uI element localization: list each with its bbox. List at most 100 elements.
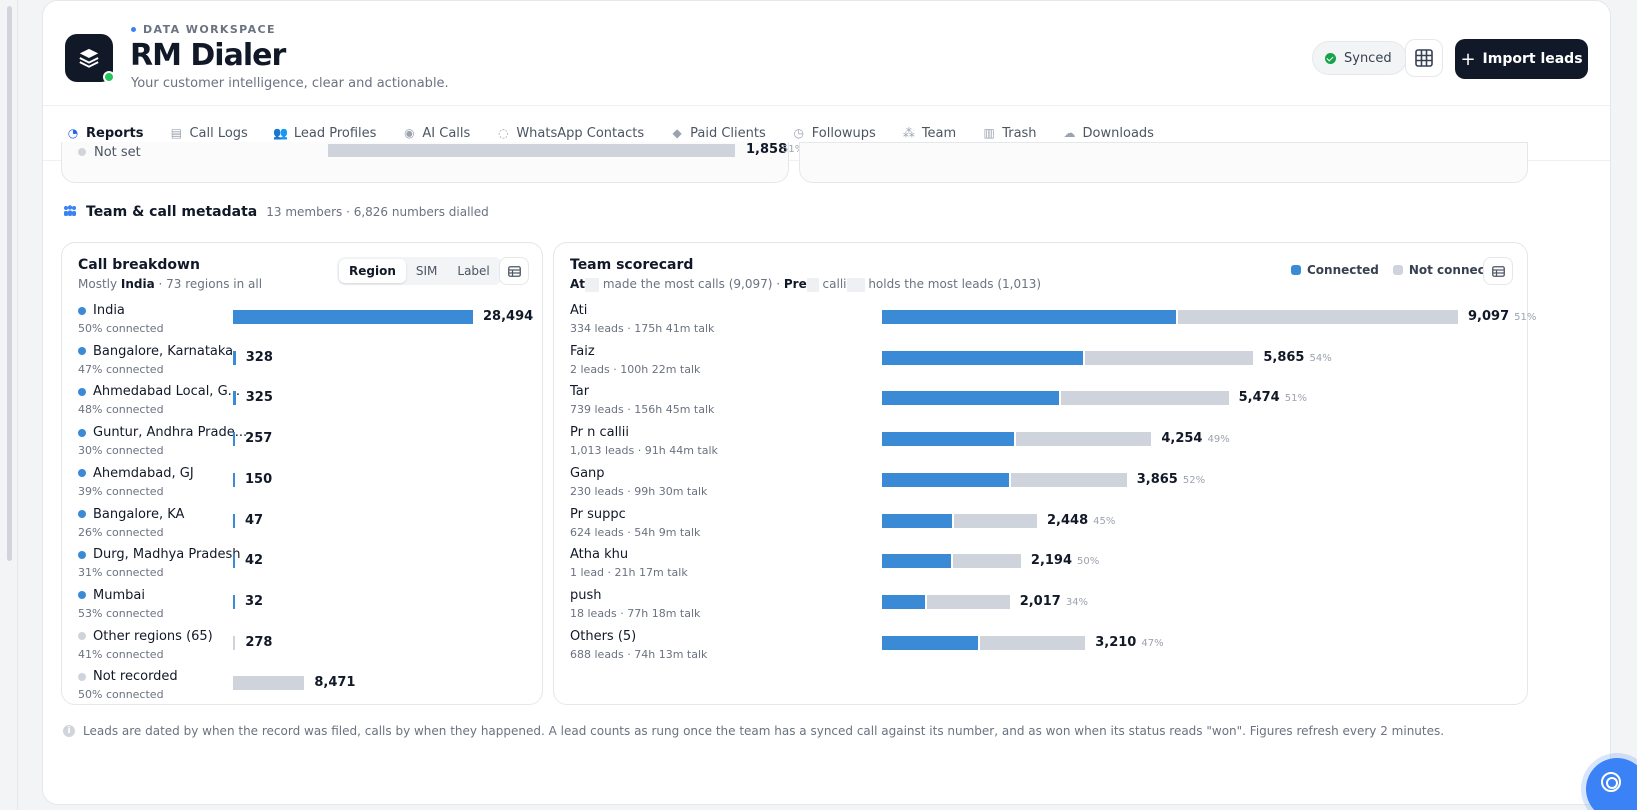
legend-label: Connected — [1307, 263, 1379, 277]
tab-call-logs[interactable]: ▤ Call Logs — [170, 126, 248, 141]
breakdown-row-sub: 50% connected — [78, 688, 164, 702]
layers-icon — [79, 48, 99, 68]
team-icon: ⁂ — [902, 126, 915, 140]
tab-label: Lead Profiles — [293, 125, 377, 141]
scorecard-member-name: Faiz — [570, 343, 595, 359]
scorecard-member-sub: 230 leads · 99h 30m talk — [570, 484, 708, 498]
legend-dot — [78, 428, 86, 437]
robot-icon: ◉ — [404, 126, 415, 140]
eyebrow-label: DATA WORKSPACE — [131, 23, 276, 36]
not-connected-bar — [1177, 310, 1458, 324]
segment-sim[interactable]: SIM — [415, 264, 438, 278]
not-connected-bar — [1084, 350, 1254, 365]
cloud-download-icon: ☁ — [1063, 126, 1076, 140]
help-widget-button[interactable] — [1586, 758, 1637, 810]
legend-dot — [78, 510, 86, 518]
breakdown-row: Ahemdabad, GJ 39% connected 150 — [78, 466, 518, 502]
connected-bar — [882, 350, 1083, 365]
connected-bar — [882, 391, 1059, 406]
team-scorecard-panel: Team scorecard At made the most calls (9… — [553, 242, 1536, 705]
redacted-block — [806, 277, 819, 292]
scorecard-row: Ganp 230 leads · 99h 30m talk 3,865 52% — [570, 466, 1520, 502]
legend-dot — [78, 148, 86, 156]
app-header: DATA WORKSPACE RM Dialer Your customer i… — [43, 1, 1610, 105]
page-scrollbar[interactable] — [0, 0, 18, 810]
scorecard-row-pct: 47% — [1141, 637, 1164, 649]
table-icon — [1491, 265, 1505, 277]
scorecard-row: Atha khu 1 lead · 21h 17m talk 2,194 50% — [570, 547, 1520, 583]
breakdown-bar — [233, 513, 235, 528]
breakdown-row-name: Ahmedabad Local, G... — [78, 384, 240, 399]
scorecard-row: Others (5) 688 leads · 74h 13m talk 3,210 4… — [570, 629, 1520, 665]
scorecard-member-name: Pr n callii — [570, 425, 630, 441]
tab-ai-calls[interactable]: ◉ AI Calls — [403, 126, 470, 141]
diamond-icon: ◆ — [672, 126, 682, 140]
previous-row-pct: 51% — [782, 144, 805, 155]
previous-card-left: Not set 1,858 51% — [61, 142, 804, 183]
breakdown-row: Not recorded 50% connected 8,471 — [78, 669, 518, 705]
pie-chart-icon: ◔ — [67, 126, 79, 140]
breakdown-subtitle-suffix: · 73 regions in all — [154, 277, 263, 291]
scorecard-member-sub: 1,013 leads · 91h 44m talk — [570, 444, 718, 458]
grid-icon — [1415, 49, 1433, 67]
breakdown-row-label: Bangalore, KA — [93, 506, 185, 522]
breakdown-row-sub: 31% connected — [78, 566, 164, 580]
connected-bar — [882, 594, 926, 609]
breakdown-row: Mumbai 53% connected 32 — [78, 588, 518, 624]
breakdown-row-label: Guntur, Andhra Prade... — [93, 425, 248, 441]
scorecard-row-total: 2,448 — [1047, 512, 1089, 528]
info-icon: i — [63, 725, 75, 737]
breakdown-bar — [233, 635, 236, 650]
not-connected-bar — [927, 594, 1010, 609]
call-breakdown-title: Call breakdown — [78, 257, 200, 273]
sync-status-label: Synced — [1344, 50, 1392, 66]
scorecard-member-sub: 688 leads · 74h 13m talk — [570, 647, 708, 661]
scrollbar-thumb[interactable] — [7, 6, 12, 561]
tab-downloads[interactable]: ☁ Downloads — [1064, 126, 1154, 141]
scorecard-row: Pr n callii 1,013 leads · 91h 44m talk 4,2… — [570, 425, 1520, 461]
scorecard-table-toggle[interactable] — [1483, 257, 1513, 285]
breakdown-table-toggle[interactable] — [499, 257, 529, 285]
import-leads-button[interactable]: + Import leads — [1455, 39, 1588, 79]
breakdown-row: Ahmedabad Local, G... 48% connected 325 — [78, 384, 518, 420]
tab-trash[interactable]: ▥ Trash — [983, 125, 1037, 141]
call-breakdown-panel: Call breakdown Mostly India · 73 regions… — [61, 242, 543, 705]
online-status-dot — [103, 71, 115, 83]
tab-label: Trash — [1002, 125, 1037, 141]
clock-icon: ◷ — [793, 126, 804, 140]
redacted-block — [846, 277, 865, 292]
scorecard-row-pct: 54% — [1309, 352, 1332, 364]
tab-whatsapp-contacts[interactable]: ◌ WhatsApp Contacts — [497, 126, 644, 141]
table-view-button[interactable] — [1405, 39, 1443, 77]
breakdown-row-value: 325 — [245, 390, 273, 406]
scorecard-row-total: 2,194 — [1030, 553, 1073, 569]
breakdown-bar — [233, 472, 235, 487]
scorecard-member-sub: 334 leads · 175h 41m talk — [570, 322, 715, 335]
document-icon: ▤ — [170, 126, 183, 140]
tab-team[interactable]: ⁂ Team — [903, 126, 956, 141]
legend-dot — [78, 591, 86, 600]
segment-region[interactable]: Region — [339, 259, 406, 283]
breakdown-row-name: Ahemdabad, GJ — [78, 466, 194, 481]
tab-lead-profiles[interactable]: 👥 Lead Profiles — [273, 125, 377, 141]
scorecard-row-total: 5,865 — [1263, 349, 1305, 365]
scorecard-row-pct: 45% — [1093, 515, 1116, 527]
breakdown-bar — [233, 350, 236, 365]
tab-followups[interactable]: ◷ Followups — [793, 126, 876, 141]
scorecard-row-pct: 49% — [1207, 434, 1230, 446]
legend-swatch — [1392, 265, 1403, 275]
segment-label[interactable]: Label — [457, 264, 490, 278]
scorecard-member-name: Pr suppc — [570, 506, 626, 522]
breakdown-row-label: Ahmedabad Local, G... — [93, 384, 241, 400]
scorecard-row-value: 2,194 50% — [1031, 553, 1099, 568]
tab-reports[interactable]: ◔ Reports — [67, 126, 144, 141]
scorecard-subtitle-end: holds the most leads (1,013) — [864, 277, 1042, 291]
scorecard-member-sub: 18 leads · 77h 18m talk — [570, 606, 701, 620]
scorecard-row-value: 9,097 51% — [1468, 309, 1536, 324]
breakdown-row: Durg, Madhya Pradesh 31% connected 42 — [78, 547, 518, 583]
scorecard-row-value: 3,210 47% — [1095, 635, 1163, 650]
tab-paid-clients[interactable]: ◆ Paid Clients — [671, 126, 766, 141]
breakdown-row-value: 257 — [245, 431, 273, 447]
connected-bar — [882, 554, 952, 569]
previous-row-value: 1,858 — [746, 142, 788, 157]
